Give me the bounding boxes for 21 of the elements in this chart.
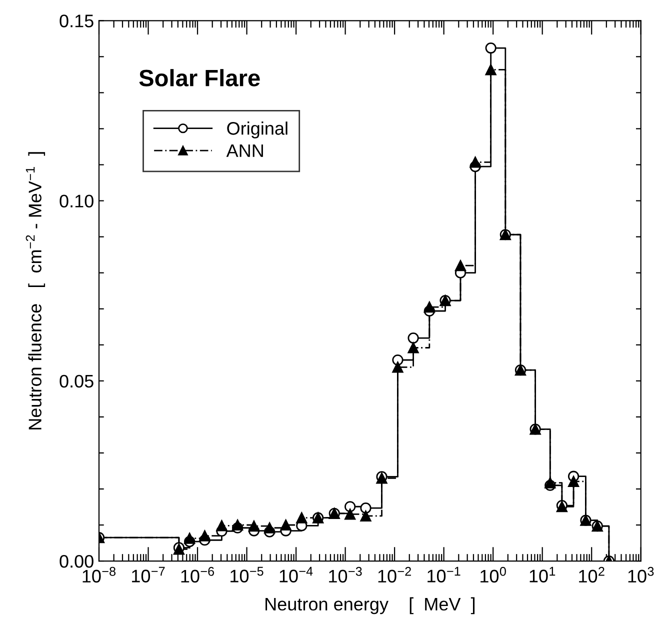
x-tick-label: 10$^{−6}$ — [181, 566, 214, 583]
x-tick-label: 10$^{−3}$ — [329, 566, 362, 583]
x-tick-label: 10$^{−4}$ — [280, 566, 313, 582]
legend-label: ANN — [226, 144, 263, 157]
x-tick-label: 10$^{1}$ — [530, 566, 556, 582]
legend-label: Original — [227, 122, 288, 138]
x-tick-label: 10$^{−1}$ — [428, 566, 460, 582]
y-axis-title: Neutron fluence [ cm$^{−2}$ - MeV$^{−1}$ ] — [26, 152, 46, 430]
y-tick-label: 0.10 — [60, 194, 94, 208]
y-tick-label: 0.15 — [60, 14, 94, 28]
y-tick-label: 0.05 — [60, 374, 94, 388]
x-tick-label: 10$^{3}$ — [628, 566, 654, 583]
x-tick-label: 10$^{−2}$ — [378, 566, 411, 583]
y-tick-label: 0.00 — [60, 554, 94, 568]
text: Solar Flare — [139, 69, 260, 86]
x-tick-label: 10$^{2}$ — [579, 566, 604, 583]
x-tick-label: 10$^{−7}$ — [132, 566, 165, 582]
x-tick-label: 10$^{−5}$ — [230, 566, 264, 582]
x-tick-label: 10$^{0}$ — [480, 566, 506, 583]
x-tick-label: 10$^{−8}$ — [82, 566, 116, 583]
x-axis-title: Neutron energy [ MeV ] — [266, 597, 475, 614]
